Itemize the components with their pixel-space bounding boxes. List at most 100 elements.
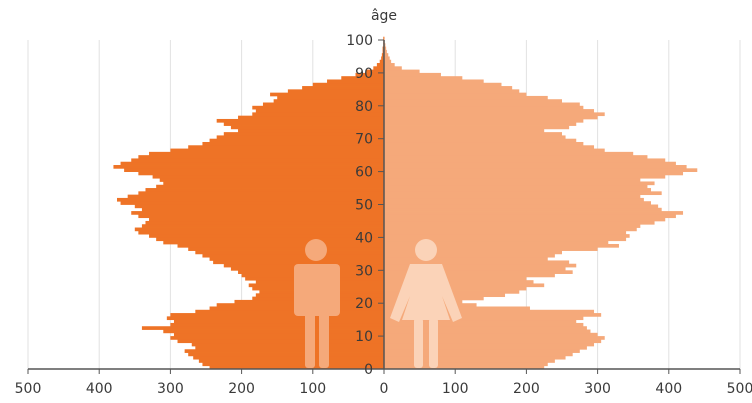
bar-femmes xyxy=(384,207,662,212)
bar-hommes xyxy=(145,220,384,225)
bar-femmes xyxy=(384,36,385,41)
x-tick-label: 100 xyxy=(442,381,469,397)
bar-femmes xyxy=(384,319,577,324)
bar-hommes xyxy=(138,155,384,159)
bar-femmes xyxy=(384,112,605,117)
bar-femmes xyxy=(384,174,666,179)
bar-femmes xyxy=(384,270,573,274)
y-tick-label: 50 xyxy=(355,198,373,214)
bar-femmes xyxy=(384,224,641,228)
bar-femmes xyxy=(384,66,402,71)
bar-femmes xyxy=(384,316,584,321)
bar-hommes xyxy=(188,352,384,357)
bar-hommes xyxy=(209,365,384,370)
bar-hommes xyxy=(138,171,384,176)
bar-hommes xyxy=(216,135,384,140)
y-tick-labels: 0 10 20 30 40 50 60 70 80 90 100 xyxy=(346,33,384,378)
bar-hommes xyxy=(198,359,384,363)
bar-femmes xyxy=(384,141,584,146)
bar-hommes xyxy=(193,355,384,360)
bar-hommes xyxy=(145,188,384,192)
bar-femmes xyxy=(384,204,659,209)
bar-femmes xyxy=(384,326,587,330)
bar-femmes xyxy=(384,220,655,225)
y-tick-label: 0 xyxy=(364,362,373,378)
bar-femmes xyxy=(384,132,562,136)
bar-hommes xyxy=(156,237,384,242)
bar-femmes xyxy=(384,128,545,133)
bar-femmes xyxy=(384,339,602,344)
bar-femmes xyxy=(384,345,587,350)
bar-hommes xyxy=(383,36,384,41)
bar-hommes xyxy=(238,128,384,133)
bar-hommes xyxy=(223,132,384,136)
bar-hommes xyxy=(209,257,384,261)
bar-hommes xyxy=(287,89,384,94)
bar-hommes xyxy=(170,313,384,317)
bar-femmes xyxy=(384,82,502,87)
bar-femmes xyxy=(384,145,595,149)
bar-hommes xyxy=(355,72,384,77)
bar-femmes xyxy=(384,342,595,347)
bar-femmes xyxy=(384,257,548,261)
bar-hommes xyxy=(216,118,384,123)
bar-hommes xyxy=(202,253,384,258)
bar-femmes xyxy=(384,171,684,176)
bar-femmes xyxy=(384,263,577,268)
bar-hommes xyxy=(195,345,384,350)
bar-hommes xyxy=(379,59,384,64)
bar-hommes xyxy=(238,115,384,120)
bar-hommes xyxy=(149,151,384,156)
bar-femmes xyxy=(384,355,566,360)
bar-femmes xyxy=(384,349,580,353)
bar-femmes xyxy=(384,267,566,271)
bar-hommes xyxy=(373,66,384,71)
bar-femmes xyxy=(384,86,513,90)
bar-hommes xyxy=(163,240,384,245)
bar-femmes xyxy=(384,197,644,202)
bar-femmes xyxy=(384,138,577,143)
bar-hommes xyxy=(149,217,384,222)
bar-femmes xyxy=(384,118,584,123)
bar-hommes xyxy=(120,201,384,205)
x-tick-label: 300 xyxy=(584,381,611,397)
bar-femmes xyxy=(384,211,684,215)
bar-femmes xyxy=(384,214,676,219)
bar-femmes xyxy=(384,59,392,64)
bar-hommes xyxy=(213,260,384,265)
bar-femmes xyxy=(384,115,598,120)
bar-hommes xyxy=(173,332,384,337)
bar-femmes xyxy=(384,234,630,238)
x-tick-label: 500 xyxy=(15,381,42,397)
y-tick-label: 70 xyxy=(355,132,373,148)
bar-femmes xyxy=(384,161,676,166)
bar-femmes xyxy=(384,336,605,340)
bar-hommes xyxy=(327,79,384,84)
bar-femmes xyxy=(384,227,637,232)
bar-hommes xyxy=(195,250,384,255)
bar-hommes xyxy=(131,158,384,163)
bar-hommes xyxy=(188,247,384,251)
bar-femmes xyxy=(384,79,484,84)
bar-hommes xyxy=(149,234,384,238)
bar-femmes xyxy=(384,53,389,57)
y-tick-label: 20 xyxy=(355,296,373,312)
bar-hommes xyxy=(202,141,384,146)
bar-hommes xyxy=(166,316,384,321)
bar-femmes xyxy=(384,247,598,251)
bar-femmes xyxy=(384,253,555,258)
x-tick-label: 400 xyxy=(86,381,113,397)
bar-femmes xyxy=(384,365,545,370)
series-hommes xyxy=(113,36,385,370)
bar-femmes xyxy=(384,286,527,291)
bar-femmes xyxy=(384,99,562,103)
bar-hommes xyxy=(230,125,384,130)
bar-hommes xyxy=(381,53,384,57)
bar-femmes xyxy=(384,89,520,94)
bar-hommes xyxy=(302,86,384,90)
bar-femmes xyxy=(384,352,573,357)
bar-hommes xyxy=(163,329,384,334)
x-tick-label: 200 xyxy=(228,381,255,397)
bar-femmes xyxy=(384,122,577,126)
bar-femmes xyxy=(384,95,548,100)
